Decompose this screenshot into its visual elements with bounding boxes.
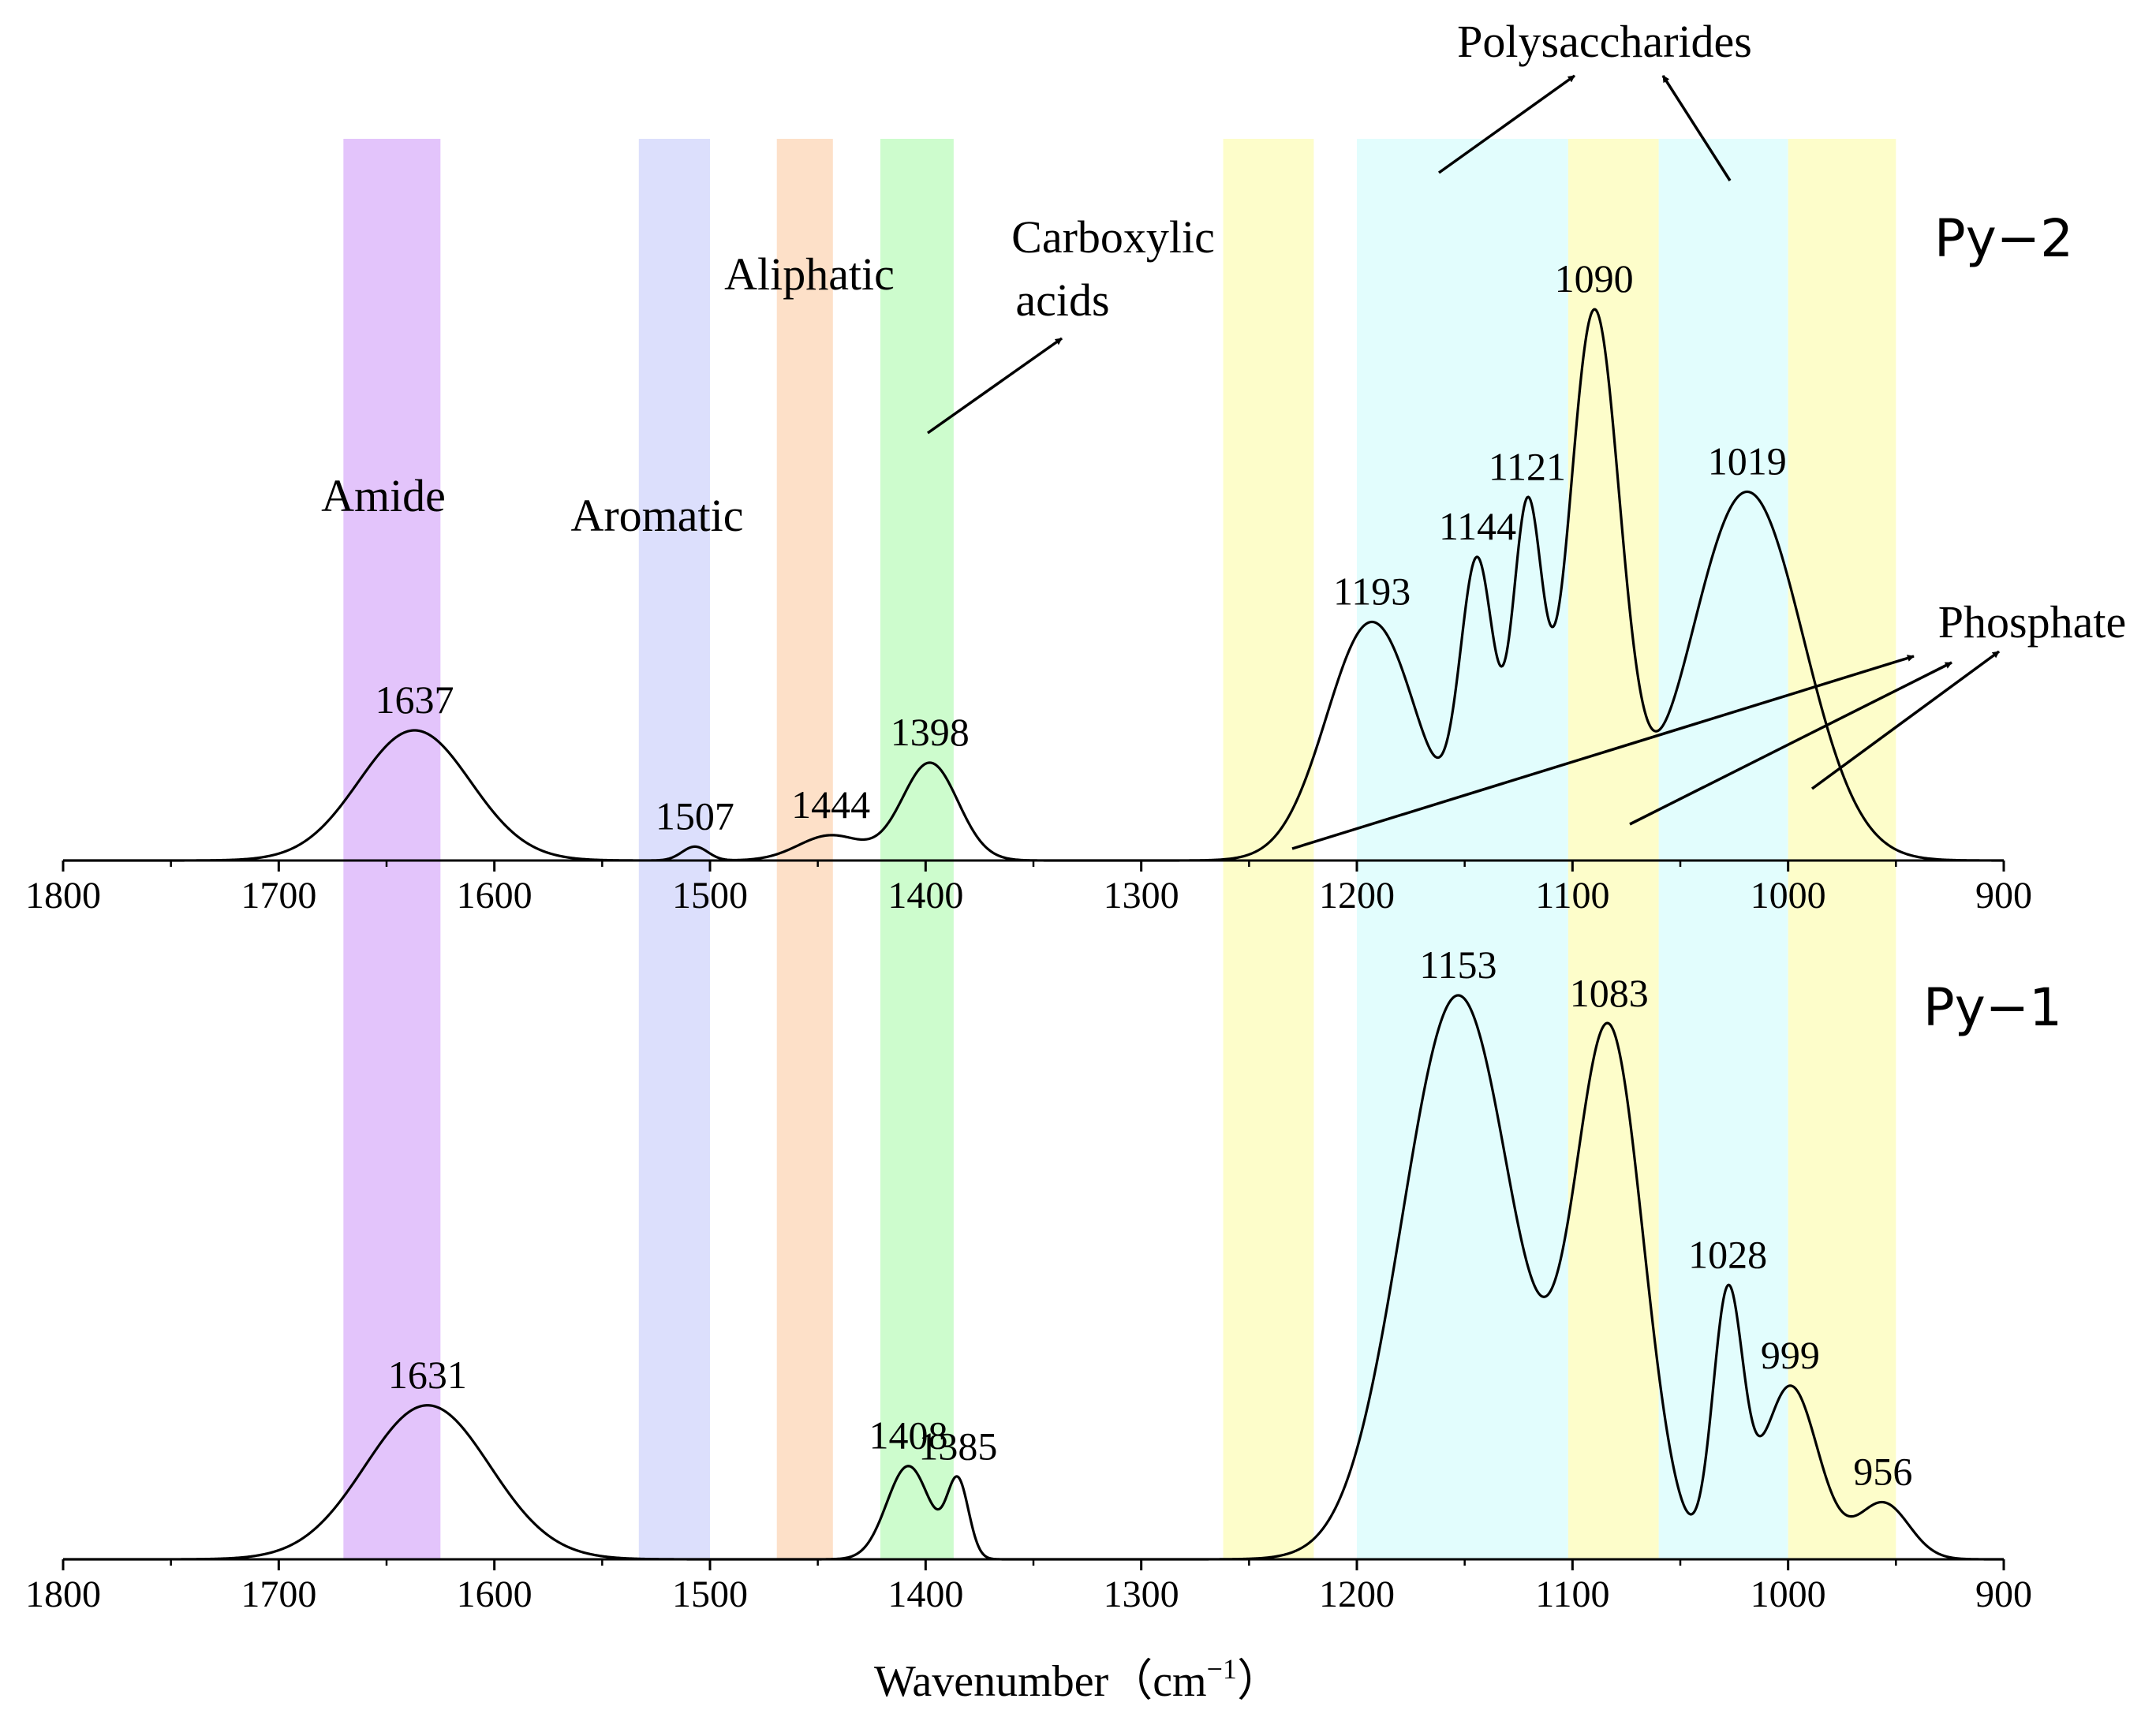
peak-label: 1153 xyxy=(1419,943,1496,987)
x-tick-label: 1000 xyxy=(1751,875,1826,916)
annotation-arrows xyxy=(926,74,2001,850)
x-axis-title-unit: （cm xyxy=(1108,1657,1206,1706)
peak-label: 1121 xyxy=(1489,445,1566,489)
axes-layer: 1800 1700 1600 1500 1400 1300 1200 1100 1000 900 1… xyxy=(25,859,2032,1615)
spectrum-py2 xyxy=(62,308,2005,862)
x-tick-label: 900 xyxy=(1975,1574,2032,1615)
arrow-polysaccharides-right xyxy=(1661,75,1732,181)
peak-label: 1028 xyxy=(1688,1233,1767,1277)
peak-label: 1637 xyxy=(376,678,454,722)
x-tick-label: 1000 xyxy=(1751,1574,1826,1615)
peak-label: 1144 xyxy=(1439,504,1516,548)
x-tick-label: 1800 xyxy=(25,875,101,916)
arrow-phosphate-3 xyxy=(1810,650,2001,790)
x-tick-label: 1500 xyxy=(672,875,748,916)
peak-label: 1019 xyxy=(1708,439,1787,483)
spectrum-py1 xyxy=(62,994,2005,1561)
band-aliphatic xyxy=(776,139,833,1559)
band-carboxylic xyxy=(880,139,954,1559)
peak-label: 1385 xyxy=(918,1424,997,1468)
curve-layer xyxy=(62,308,2005,1561)
annotation-amide: Amide xyxy=(321,470,446,521)
peak-label: 956 xyxy=(1853,1450,1912,1494)
x-tick-label: 1400 xyxy=(887,1574,963,1615)
x-tick-label: 1700 xyxy=(241,875,316,916)
band-phosphate-3 xyxy=(1788,139,1896,1559)
x-tick-label: 1100 xyxy=(1535,1574,1609,1615)
peak-label: 1193 xyxy=(1333,569,1411,614)
x-tick-label: 1300 xyxy=(1104,1574,1179,1615)
band-phosphate-2 xyxy=(1567,139,1659,1559)
panel-name-py1: Py−1 xyxy=(1923,977,2062,1038)
x-tick-label: 1200 xyxy=(1319,875,1395,916)
arrow-phosphate-2 xyxy=(1629,661,1952,826)
x-tick-label: 1600 xyxy=(457,875,532,916)
panel-name-py2: Py−2 xyxy=(1934,208,2073,269)
peak-label: 1444 xyxy=(791,782,870,827)
x-axis-title-close: ） xyxy=(1237,1657,1281,1706)
x-tick-label: 1100 xyxy=(1535,875,1609,916)
annotation-polysaccharides: Polysaccharides xyxy=(1457,16,1752,67)
annotation-aromatic: Aromatic xyxy=(570,490,743,541)
x-axis-title-word: Wavenumber xyxy=(874,1657,1108,1706)
arrow-phosphate-1 xyxy=(1291,655,1915,850)
band-aromatic xyxy=(638,139,710,1559)
x-tick-label: 1700 xyxy=(241,1574,316,1615)
peak-label: 1083 xyxy=(1570,971,1649,1015)
band-phosphate-1 xyxy=(1223,139,1314,1559)
x-tick-label: 1300 xyxy=(1104,875,1179,916)
peak-label: 1090 xyxy=(1555,256,1634,301)
peak-label: 1408 xyxy=(869,1413,947,1458)
arrow-polysaccharides-left xyxy=(1437,74,1576,174)
annotation-carboxylic-line2: acids xyxy=(1015,274,1109,326)
peak-label: 1507 xyxy=(656,793,734,838)
peak-label: 1398 xyxy=(891,710,970,754)
band-layer xyxy=(343,139,1896,1559)
x-tick-label: 1500 xyxy=(672,1574,748,1615)
x-axis-title-exponent: −1 xyxy=(1207,1653,1237,1685)
annotation-aliphatic: Aliphatic xyxy=(724,248,895,300)
x-tick-label: 1400 xyxy=(887,875,963,916)
annotation-phosphate: Phosphate xyxy=(1938,596,2126,648)
band-polysaccharide-1 xyxy=(1357,139,1568,1559)
band-amide xyxy=(343,139,441,1559)
arrow-carboxylic xyxy=(926,337,1063,435)
x-tick-label: 900 xyxy=(1975,875,2032,916)
band-polysaccharide-2 xyxy=(1658,139,1788,1559)
x-tick-label: 1800 xyxy=(25,1574,101,1615)
peak-label-layer: 1637 1507 1444 1398 1193 1144 1121 1090 1019 1631… xyxy=(376,256,1913,1493)
annotation-carboxylic-line1: Carboxylic xyxy=(1011,211,1215,263)
peak-label: 1631 xyxy=(388,1353,467,1397)
x-tick-label: 1600 xyxy=(457,1574,532,1615)
peak-label: 999 xyxy=(1761,1333,1820,1377)
x-tick-label: 1200 xyxy=(1319,1574,1395,1615)
x-axis-title: Wavenumber（cm−1） xyxy=(874,1653,1281,1706)
